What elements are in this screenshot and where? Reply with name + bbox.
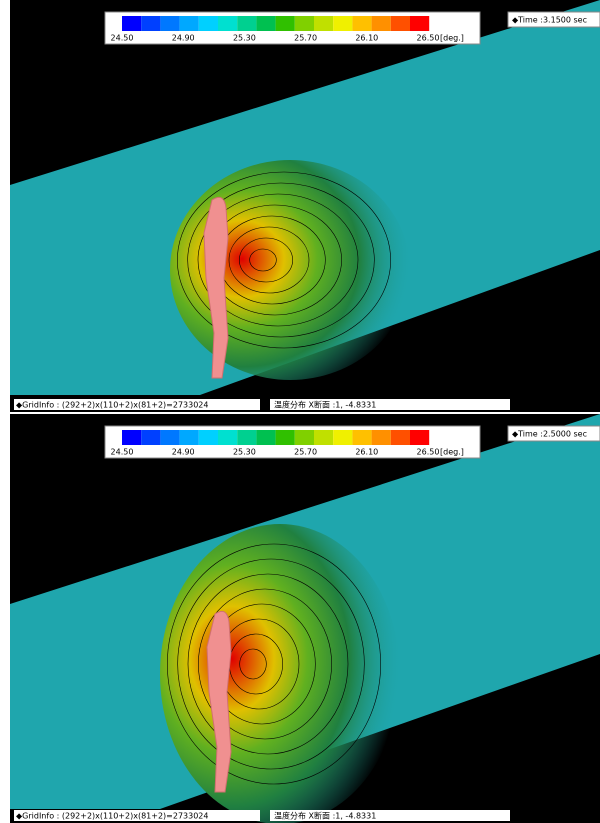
colorbar-segment [391, 16, 410, 31]
colorbar-segment [333, 16, 352, 31]
screenshot: 24.5024.9025.3025.7026.1026.50[deg.]◆Tim… [0, 0, 600, 823]
colorbar-label: 25.30 [233, 34, 256, 43]
panel: 24.50 24.90 25.30 25.70 26.10 26.50[deg.] ◆Tim… [10, 0, 600, 412]
colorbar-segment [122, 430, 141, 445]
colorbar-segment [276, 430, 295, 445]
colorbar-segment [141, 430, 160, 445]
grid-info: ◆GridInfo : (292+2)x(110+2)x(81+2)=27330… [16, 401, 209, 410]
colorbar-segment [352, 16, 371, 31]
time-label: ◆Time :3.1500 sec [512, 16, 587, 25]
colorbar-segment [410, 16, 429, 31]
colorbar-label: 25.30 [233, 448, 256, 457]
colorbar-label: 26.10 [355, 34, 378, 43]
panel: 24.50 24.90 25.30 25.70 26.10 26.50[deg.] ◆Tim… [10, 414, 600, 823]
colorbar-segment [160, 430, 179, 445]
colorbar-segment [295, 430, 314, 445]
colorbar-segment [314, 430, 333, 445]
colorbar-label: 24.50 [111, 34, 134, 43]
colorbar-segment [199, 16, 218, 31]
colorbar-segment [160, 16, 179, 31]
colorbar-segment [276, 16, 295, 31]
colorbar-segment [256, 16, 275, 31]
colorbar-label: 24.90 [172, 448, 195, 457]
section-label: 温度分布 X断面 :1, -4.8331 [274, 811, 376, 821]
colorbar-segment [218, 16, 237, 31]
section-label: 温度分布 X断面 :1, -4.8331 [274, 400, 376, 410]
colorbar-segment [180, 16, 199, 31]
colorbar-label: 25.70 [294, 34, 317, 43]
colorbar-label: 26.50 [417, 448, 440, 457]
colorbar-label: 25.70 [294, 448, 317, 457]
colorbar-segment [295, 16, 314, 31]
colorbar-segment [256, 430, 275, 445]
grid-info: ◆GridInfo : (292+2)x(110+2)x(81+2)=27330… [16, 812, 209, 821]
colorbar-segment [372, 430, 391, 445]
colorbar-label: 26.50 [417, 34, 440, 43]
colorbar-segment [314, 16, 333, 31]
colorbar-segment [410, 430, 429, 445]
colorbar-segment [352, 430, 371, 445]
colorbar-segment [391, 430, 410, 445]
colorbar-label: 24.50 [111, 448, 134, 457]
colorbar-label: 26.10 [355, 448, 378, 457]
colorbar-unit: [deg.] [440, 448, 464, 457]
time-label: ◆Time :2.5000 sec [512, 430, 587, 439]
colorbar-segment [237, 430, 256, 445]
colorbar-unit: [deg.] [440, 34, 464, 43]
colorbar-segment [122, 16, 141, 31]
colorbar-segment [180, 430, 199, 445]
colorbar-segment [333, 430, 352, 445]
colorbar-segment [372, 16, 391, 31]
colorbar-segment [218, 430, 237, 445]
colorbar-label: 24.90 [172, 34, 195, 43]
colorbar-segment [141, 16, 160, 31]
colorbar-segment [237, 16, 256, 31]
colorbar-segment [199, 430, 218, 445]
